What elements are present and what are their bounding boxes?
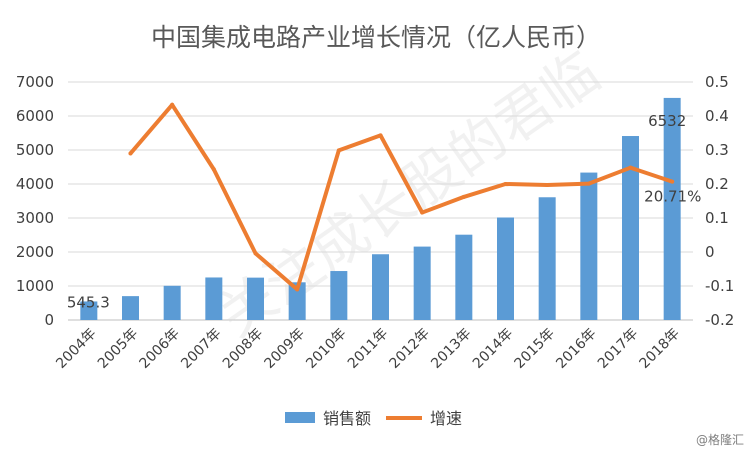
bar bbox=[247, 277, 264, 320]
bar bbox=[163, 285, 181, 320]
data-label-first-bar: 545.3 bbox=[67, 293, 110, 311]
y-left-tick-label: 1000 bbox=[16, 277, 54, 295]
x-tick-label: 2015年 bbox=[512, 326, 558, 372]
line-point bbox=[253, 251, 258, 256]
line-point bbox=[503, 182, 508, 186]
x-tick-label: 2013年 bbox=[428, 326, 474, 372]
line-point bbox=[586, 181, 591, 186]
line-point bbox=[378, 133, 383, 138]
legend-swatch-sales bbox=[285, 412, 315, 423]
bar bbox=[288, 282, 306, 320]
bar bbox=[538, 197, 556, 320]
line-point bbox=[420, 210, 425, 215]
bar bbox=[330, 271, 348, 320]
x-tick-label: 2006年 bbox=[137, 326, 183, 372]
x-tick-label: 2007年 bbox=[178, 326, 224, 372]
y-left-tick-label: 6000 bbox=[16, 107, 54, 125]
data-labels: 545.3 6532 20.71% bbox=[67, 112, 702, 312]
y-left-tick-label: 7000 bbox=[16, 73, 54, 91]
x-tick-label: 2018年 bbox=[637, 326, 683, 372]
line-point bbox=[336, 148, 341, 153]
bar bbox=[205, 277, 223, 320]
x-tick-label: 2014年 bbox=[470, 326, 516, 372]
x-tick-label: 2005年 bbox=[95, 326, 141, 372]
y-right-tick-label: 0.4 bbox=[705, 107, 729, 125]
bar bbox=[663, 97, 681, 320]
line-point bbox=[670, 179, 675, 184]
line-point bbox=[170, 102, 175, 107]
y-left-tick-label: 2000 bbox=[16, 243, 54, 261]
data-label-last-bar: 6532 bbox=[648, 112, 686, 130]
x-tick-label: 2012年 bbox=[387, 326, 433, 372]
y-right-tick-label: 0 bbox=[705, 243, 715, 261]
line-series bbox=[128, 102, 675, 292]
x-tick-label: 2016年 bbox=[553, 326, 599, 372]
line-point bbox=[628, 165, 633, 170]
line-point bbox=[295, 287, 300, 292]
y-right-tick-label: -0.1 bbox=[705, 277, 734, 295]
x-axis: 2004年2005年2006年2007年2008年2009年2010年2011年… bbox=[53, 326, 683, 372]
x-tick-label: 2011年 bbox=[345, 326, 391, 372]
bar bbox=[122, 296, 139, 320]
y-right-tick-label: 0.5 bbox=[705, 73, 729, 91]
data-label-last-line: 20.71% bbox=[644, 188, 701, 206]
x-tick-label: 2010年 bbox=[303, 326, 349, 372]
y-left-tick-label: 4000 bbox=[16, 175, 54, 193]
y-left-tick-label: 5000 bbox=[16, 141, 54, 159]
bar bbox=[455, 234, 473, 320]
bar bbox=[622, 136, 639, 320]
legend-label-sales: 销售额 bbox=[323, 409, 371, 428]
bar bbox=[80, 301, 98, 320]
y-right-tick-label: 0.2 bbox=[705, 175, 729, 193]
bar bbox=[372, 254, 389, 320]
y-right-tick-label: 0.1 bbox=[705, 209, 729, 227]
x-tick-label: 2004年 bbox=[53, 326, 99, 372]
chart-title: 中国集成电路产业增长情况（亿人民币） bbox=[151, 23, 601, 52]
source-label: @格隆汇 bbox=[696, 432, 744, 447]
y-left-tick-label: 0 bbox=[44, 311, 54, 329]
bar-series bbox=[80, 97, 681, 320]
line-point bbox=[545, 183, 550, 188]
y-axis-left: 0 1000 2000 3000 4000 5000 6000 7000 bbox=[16, 73, 54, 329]
bar bbox=[580, 172, 598, 320]
line-point bbox=[211, 167, 216, 172]
y-right-tick-label: -0.2 bbox=[705, 311, 734, 329]
line-point bbox=[461, 194, 466, 199]
bar bbox=[497, 217, 514, 320]
legend: 销售额 增速 bbox=[285, 409, 462, 428]
y-left-tick-label: 3000 bbox=[16, 209, 54, 227]
y-right-tick-label: 0.3 bbox=[705, 141, 729, 159]
legend-label-growth: 增速 bbox=[430, 409, 462, 428]
bar bbox=[413, 246, 431, 320]
growth-line bbox=[128, 102, 675, 292]
y-axis-right: -0.2 -0.1 0 0.1 0.2 0.3 0.4 0.5 bbox=[705, 73, 734, 329]
line-point bbox=[128, 151, 133, 156]
x-tick-label: 2017年 bbox=[595, 326, 641, 372]
